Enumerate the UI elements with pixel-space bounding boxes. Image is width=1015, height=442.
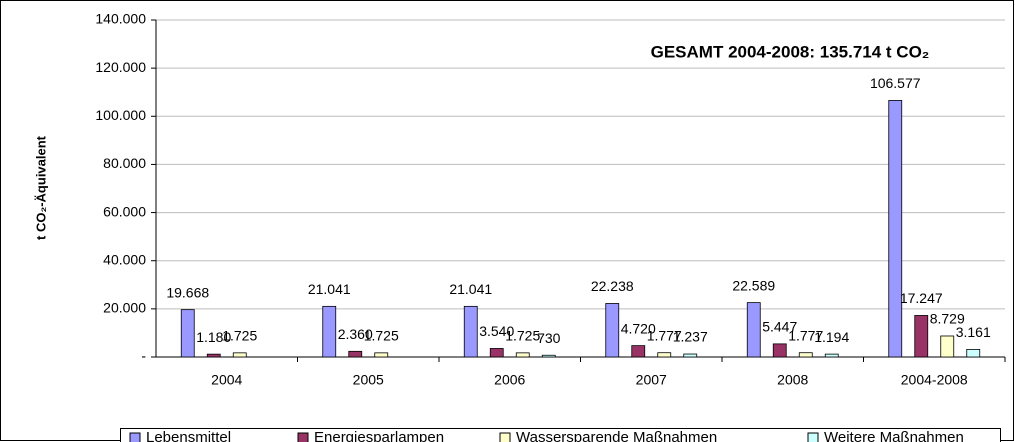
legend-swatch <box>807 432 819 442</box>
bar <box>206 353 221 358</box>
x-tick-label: 2004 <box>211 372 242 388</box>
bar <box>631 345 646 358</box>
bar <box>232 352 247 358</box>
bar <box>463 305 478 358</box>
value-label: 3.540 <box>479 323 514 339</box>
value-label: 1.777 <box>647 327 682 343</box>
legend-label: Lebensmittel <box>146 429 231 442</box>
bar <box>940 335 955 358</box>
y-tick-label: 20.000 <box>103 300 146 316</box>
y-axis-label: t CO₂-Äquivalent <box>33 135 48 240</box>
bar <box>888 100 903 358</box>
bar <box>541 354 556 358</box>
x-tick-label: 2006 <box>494 372 525 388</box>
value-label: 1.725 <box>222 328 257 344</box>
bar <box>322 305 337 358</box>
value-label: 22.238 <box>591 278 634 294</box>
bar <box>515 352 530 358</box>
bar <box>605 303 620 358</box>
value-label: 4.720 <box>621 320 656 336</box>
value-label: 3.161 <box>956 324 991 340</box>
value-label: 1.777 <box>788 327 823 343</box>
y-tick-label: 40.000 <box>103 251 146 267</box>
x-tick-label: 2007 <box>636 372 667 388</box>
x-tick-label: 2005 <box>353 372 384 388</box>
y-tick-label: 80.000 <box>103 155 146 171</box>
value-label: 1.725 <box>505 328 540 344</box>
bar <box>683 353 698 358</box>
bar <box>824 353 839 358</box>
legend-label: Weitere Maßnahmen <box>824 429 964 442</box>
bar <box>657 352 672 358</box>
value-label: 5.447 <box>762 319 797 335</box>
bar <box>746 302 761 358</box>
y-tick-label: 100.000 <box>95 107 146 123</box>
value-label: 1.725 <box>364 328 399 344</box>
legend-box <box>120 428 1001 442</box>
value-label: 21.041 <box>308 281 351 297</box>
annotation: GESAMT 2004-2008: 135.714 t CO₂ <box>651 42 930 61</box>
value-label: 1.180 <box>196 329 231 345</box>
x-tick-label: 2004-2008 <box>901 372 968 388</box>
bar <box>914 315 929 358</box>
value-label: 1.194 <box>814 329 849 345</box>
y-tick-label: 120.000 <box>95 59 146 75</box>
value-label: 21.041 <box>449 281 492 297</box>
value-label: 2.360 <box>338 326 373 342</box>
value-label: 8.729 <box>930 311 965 327</box>
x-tick-label: 2008 <box>777 372 808 388</box>
y-tick-label: - <box>141 348 146 364</box>
legend-label: Energiesparlampen <box>314 429 444 442</box>
bar <box>966 348 981 358</box>
value-label: 17.247 <box>900 290 943 306</box>
value-label: 106.577 <box>870 75 921 91</box>
legend-label: Wassersparende Maßnahmen <box>516 429 717 442</box>
value-label: 19.668 <box>166 284 209 300</box>
legend-swatch <box>129 432 141 442</box>
legend-swatch <box>297 432 309 442</box>
bar <box>489 348 504 358</box>
y-tick-label: 140.000 <box>95 11 146 27</box>
bar <box>348 350 363 358</box>
legend-swatch <box>499 432 511 442</box>
value-label: 22.589 <box>732 277 775 293</box>
bar <box>772 343 787 358</box>
y-tick-label: 60.000 <box>103 203 146 219</box>
value-label: 1.237 <box>673 329 708 345</box>
bar <box>180 309 195 358</box>
value-label: 730 <box>537 330 561 346</box>
bar <box>798 352 813 358</box>
bar <box>374 352 389 358</box>
